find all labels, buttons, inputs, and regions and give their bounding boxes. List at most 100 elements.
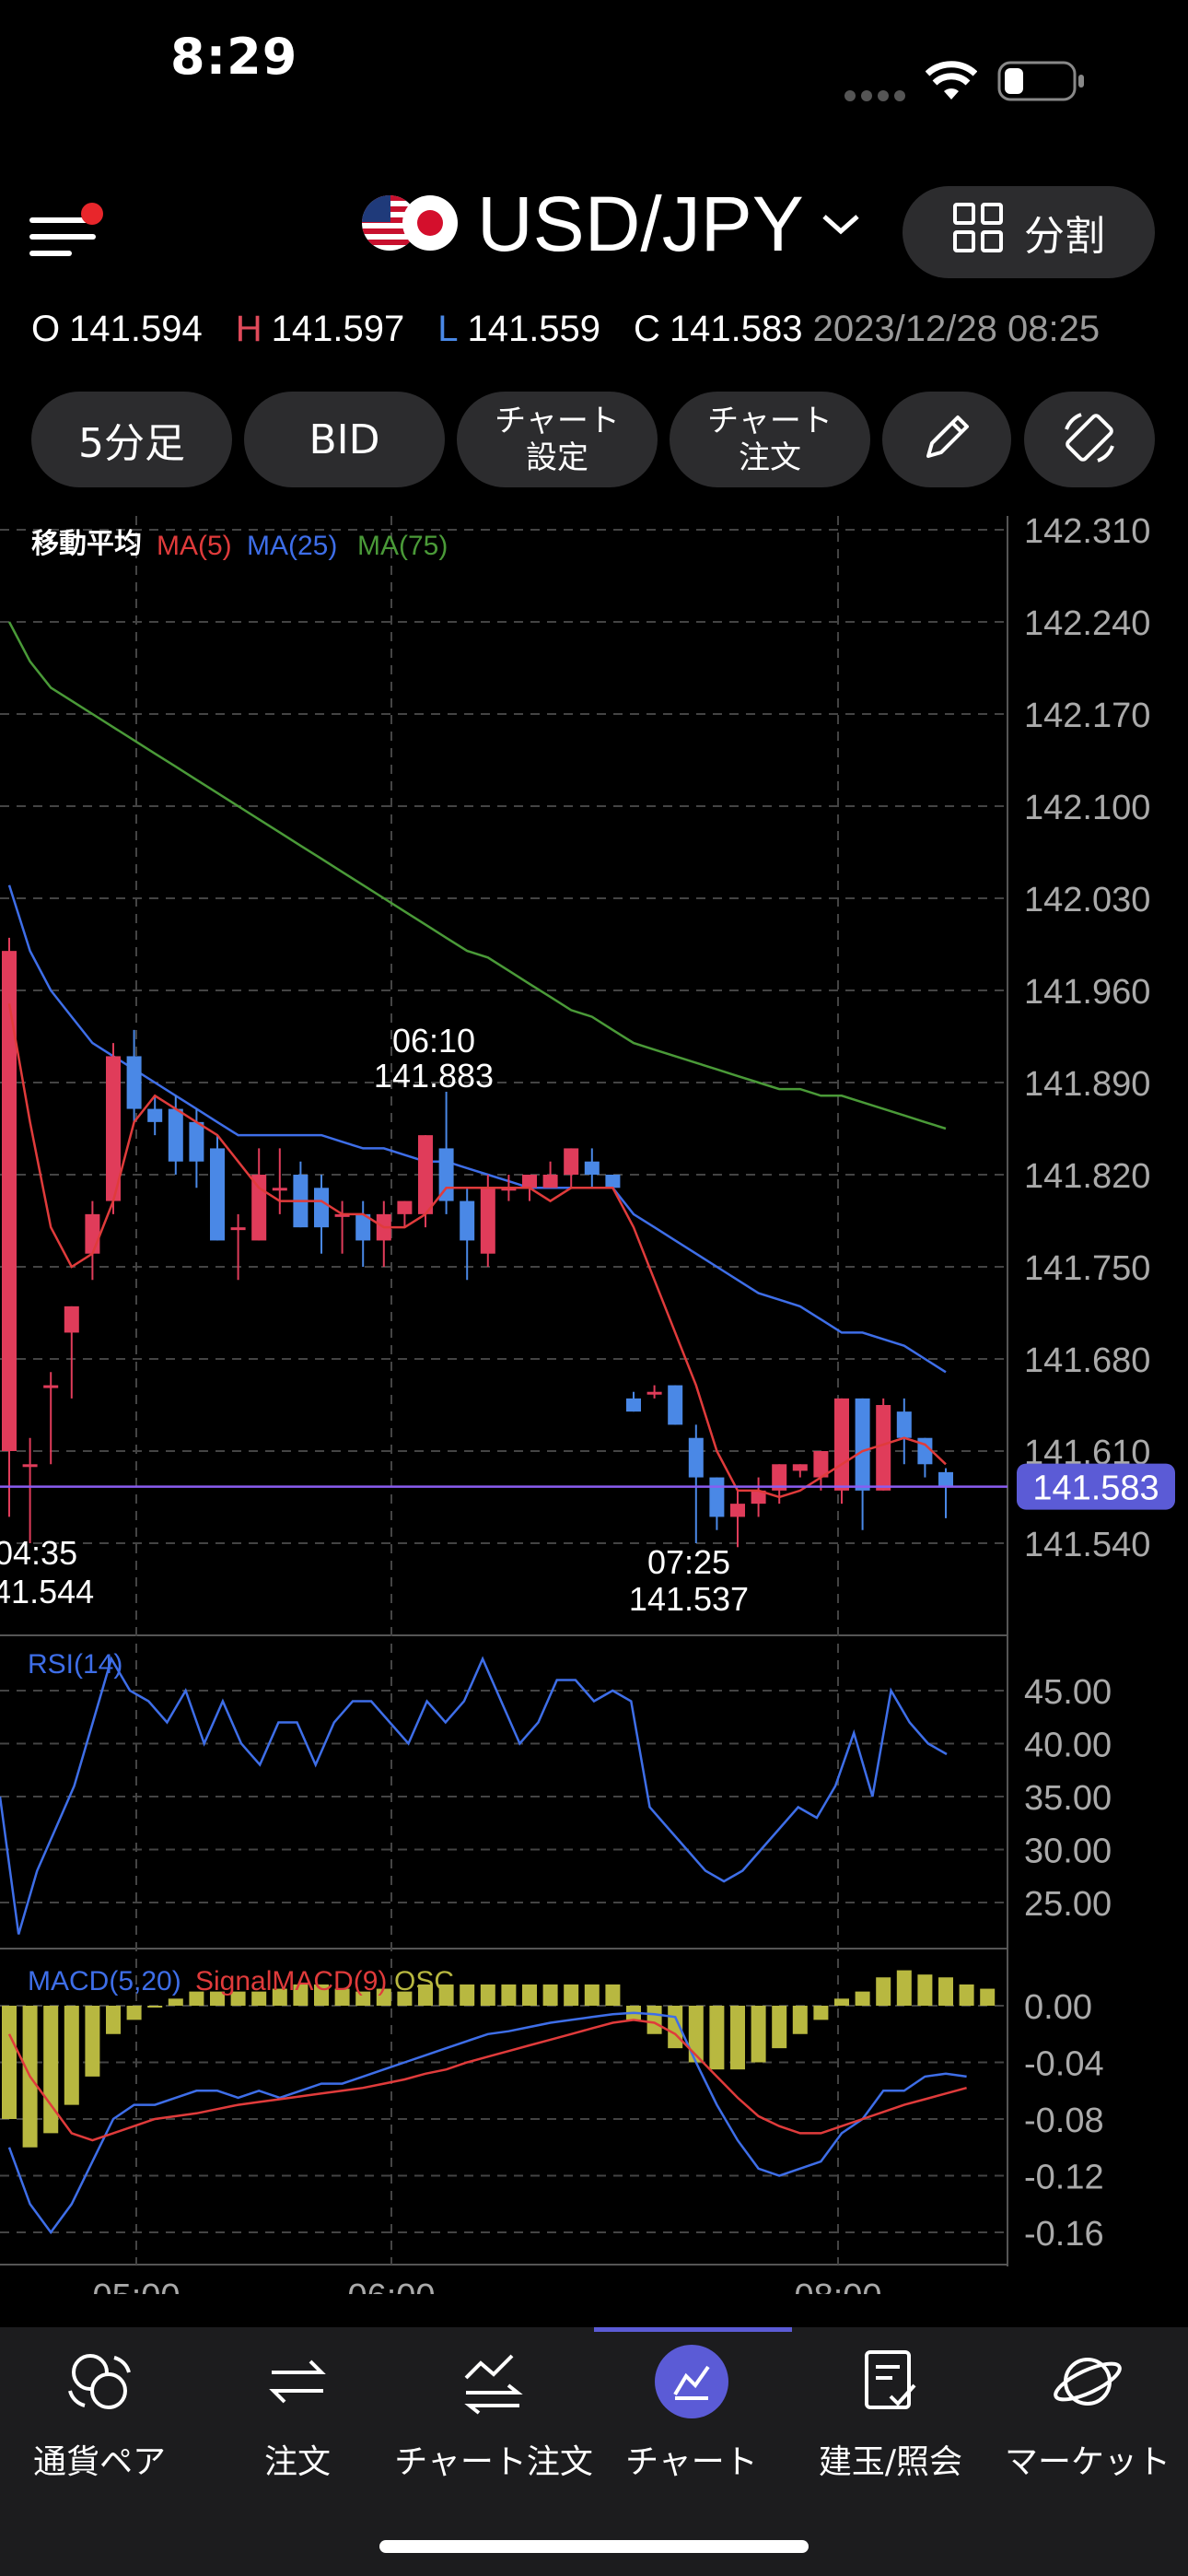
nav-market[interactable]: マーケット xyxy=(991,2345,1184,2483)
signal-line xyxy=(7,2019,967,2142)
pencil-icon xyxy=(919,410,974,469)
draw-tool-button[interactable] xyxy=(882,392,1011,487)
cellular-signal-icon xyxy=(843,88,907,107)
osc-bar xyxy=(564,1984,579,2006)
candle xyxy=(542,1175,558,1188)
osc-bar xyxy=(584,1984,600,2006)
low2-annotation-time: 07:25 xyxy=(647,1543,730,1581)
nav-chart[interactable]: チャート xyxy=(595,2345,788,2483)
osc-bar xyxy=(730,2006,745,2070)
high-value: 141.597 xyxy=(271,309,405,349)
chart-order-button[interactable]: チャート 注文 xyxy=(670,392,870,487)
price-tick-label: 141.820 xyxy=(1024,1157,1150,1196)
osc-bar xyxy=(896,1970,912,2006)
price-type-button[interactable]: BID xyxy=(244,392,445,487)
ohlc-bar: O 141.594 H 141.597 L 141.559 C 141.583 2023… xyxy=(31,309,1100,350)
high-annotation-time: 06:10 xyxy=(392,1022,475,1060)
price-tick-label: 142.170 xyxy=(1024,697,1150,735)
candle xyxy=(460,1200,475,1241)
rsi-tick-label: 40.00 xyxy=(1024,1727,1112,1765)
macd-tick-label: -0.04 xyxy=(1024,2045,1104,2084)
osc-bar xyxy=(501,1984,517,2006)
osc-bar xyxy=(272,1988,287,2006)
menu-button[interactable] xyxy=(29,203,103,258)
chart-settings-button[interactable]: チャート 設定 xyxy=(457,392,658,487)
split-view-button[interactable]: 分割 xyxy=(903,186,1155,278)
osc-bar xyxy=(334,1988,350,2006)
nav-chart-order[interactable]: チャート注文 xyxy=(394,2345,593,2483)
osc-bar xyxy=(106,2006,121,2034)
chart-area[interactable]: 142.310 142.240 142.170 142.100 142.030 141.9… xyxy=(0,516,1188,2294)
chart-order-icon xyxy=(457,2345,530,2422)
osc-bar xyxy=(460,1984,475,2006)
price-tick-label: 142.240 xyxy=(1024,604,1150,643)
candle xyxy=(688,1437,704,1478)
osc-bar xyxy=(772,2006,787,2049)
candle xyxy=(147,1108,163,1122)
nav-currency-pair[interactable]: 通貨ペア xyxy=(3,2345,196,2483)
currency-flags-icon xyxy=(359,191,460,259)
currency-pair-selector[interactable]: USD/JPY xyxy=(359,180,861,269)
currency-pair-icon xyxy=(63,2345,136,2422)
osc-bar xyxy=(293,1984,309,2006)
candle xyxy=(792,1464,808,1471)
price-tick-label: 141.960 xyxy=(1024,973,1150,1012)
osc-bar xyxy=(855,1991,870,2006)
low2-annotation-price: 141.537 xyxy=(629,1580,749,1618)
status-time: 8:29 xyxy=(170,28,298,86)
ohlc-datetime: 2023/12/28 08:25 xyxy=(812,309,1101,349)
nav-positions[interactable]: 建玉/照会 xyxy=(794,2345,987,2483)
candle xyxy=(709,1477,725,1517)
ma25-line xyxy=(7,884,947,1374)
high-annotation-price: 141.883 xyxy=(374,1057,494,1095)
candle xyxy=(168,1108,183,1162)
candle xyxy=(210,1148,225,1241)
candle xyxy=(418,1135,433,1214)
macd-tick-label: -0.12 xyxy=(1024,2159,1104,2197)
notification-dot xyxy=(81,203,103,225)
osc-bar xyxy=(834,1998,849,2006)
candle xyxy=(397,1200,413,1214)
current-price-label: 141.583 xyxy=(1032,1469,1159,1508)
candle xyxy=(813,1451,829,1478)
candle xyxy=(855,1398,870,1491)
price-tick-label: 142.030 xyxy=(1024,881,1150,919)
price-tick-label: 141.540 xyxy=(1024,1526,1150,1564)
price-tick-label: 142.310 xyxy=(1024,516,1150,551)
osc-bar xyxy=(230,1991,246,2006)
candle xyxy=(751,1490,766,1505)
candle xyxy=(480,1188,495,1254)
ma75-line xyxy=(7,621,947,1130)
osc-bar xyxy=(64,2006,79,2105)
time-tick-label: 06:00 xyxy=(347,2277,435,2294)
rotate-icon xyxy=(1059,407,1120,472)
low-annotation-time: 04:35 xyxy=(0,1534,77,1572)
candle xyxy=(522,1175,537,1188)
candle xyxy=(501,1188,517,1191)
osc-bar xyxy=(792,2006,808,2034)
wifi-icon xyxy=(925,61,978,105)
chart-settings-label-1: チャート xyxy=(495,403,620,439)
candle xyxy=(334,1213,350,1217)
osc-bar xyxy=(688,2006,704,2063)
osc-bar xyxy=(438,1984,454,2006)
candle xyxy=(251,1175,267,1241)
candle xyxy=(896,1411,912,1438)
rotate-screen-button[interactable] xyxy=(1024,392,1155,487)
nav-order[interactable]: 注文 xyxy=(201,2345,394,2483)
ma-legend-title: 移動平均 xyxy=(31,528,142,560)
osc-bar xyxy=(709,2006,725,2070)
osc-bar xyxy=(751,2006,766,2063)
candle xyxy=(584,1161,600,1175)
rsi-tick-label: 45.00 xyxy=(1024,1673,1112,1712)
split-label: 分割 xyxy=(1024,213,1105,260)
candle xyxy=(272,1188,287,1191)
candle xyxy=(314,1188,329,1228)
open-value: 141.594 xyxy=(69,309,203,349)
osc-bar xyxy=(542,1984,558,2006)
candle xyxy=(605,1175,621,1188)
macd-line xyxy=(7,2011,967,2235)
candle xyxy=(876,1405,891,1491)
rsi-tick-label: 35.00 xyxy=(1024,1779,1112,1818)
timeframe-button[interactable]: 5分足 xyxy=(31,392,232,487)
